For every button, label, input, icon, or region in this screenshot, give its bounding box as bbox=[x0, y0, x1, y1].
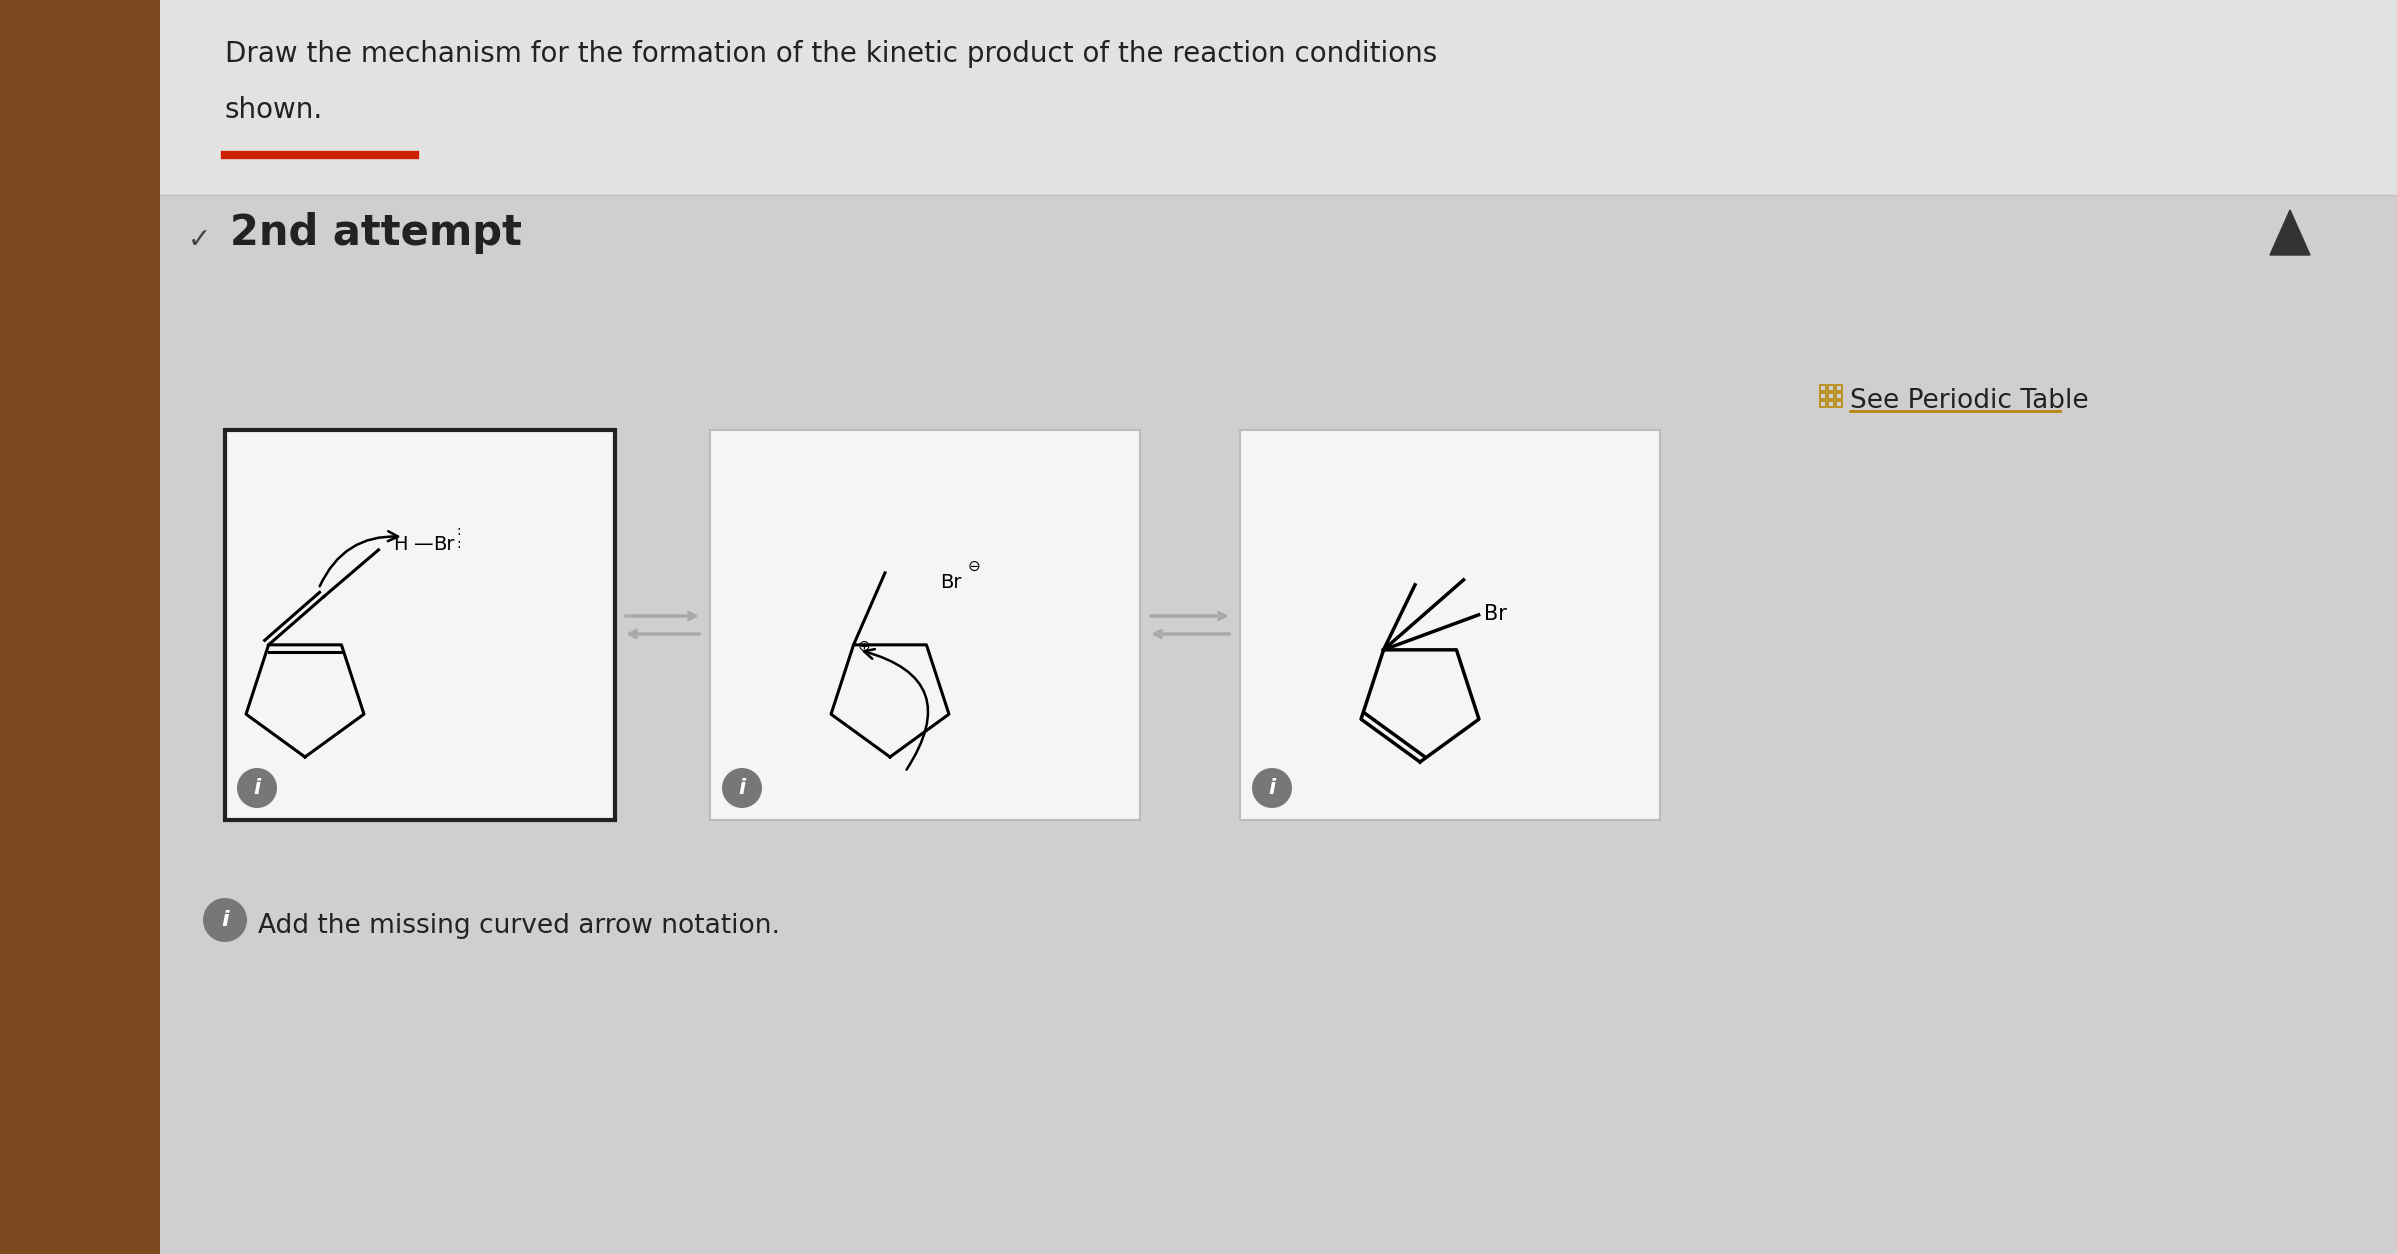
Text: See Periodic Table: See Periodic Table bbox=[1850, 387, 2088, 414]
Text: i: i bbox=[221, 910, 228, 930]
Text: Br: Br bbox=[940, 573, 961, 592]
Text: i: i bbox=[254, 777, 261, 798]
Bar bbox=[1819, 385, 1827, 391]
Bar bbox=[225, 430, 616, 820]
Text: ⊖: ⊖ bbox=[968, 559, 980, 574]
Bar bbox=[1239, 430, 1661, 820]
Text: Draw the mechanism for the formation of the kinetic product of the reaction cond: Draw the mechanism for the formation of … bbox=[225, 40, 1438, 68]
Bar bbox=[1819, 393, 1827, 399]
Text: :: : bbox=[455, 537, 460, 551]
Text: ⊕: ⊕ bbox=[858, 640, 870, 655]
Bar bbox=[1819, 401, 1827, 408]
FancyArrowPatch shape bbox=[863, 650, 928, 770]
Text: 2nd attempt: 2nd attempt bbox=[230, 212, 523, 255]
Bar bbox=[1836, 401, 1841, 408]
Text: Add the missing curved arrow notation.: Add the missing curved arrow notation. bbox=[259, 913, 779, 939]
Circle shape bbox=[204, 898, 247, 942]
Bar bbox=[0, 0, 161, 1254]
Text: i: i bbox=[738, 777, 745, 798]
FancyArrowPatch shape bbox=[319, 532, 398, 587]
Bar bbox=[1836, 393, 1841, 399]
Text: :: : bbox=[455, 524, 460, 538]
Polygon shape bbox=[2270, 209, 2311, 255]
Text: Br: Br bbox=[1484, 604, 1505, 623]
Circle shape bbox=[237, 767, 278, 808]
Text: shown.: shown. bbox=[225, 97, 324, 124]
Bar bbox=[1829, 385, 1834, 391]
Text: Br: Br bbox=[434, 535, 455, 554]
Bar bbox=[161, 0, 2397, 196]
Bar bbox=[1836, 385, 1841, 391]
Text: ✓: ✓ bbox=[187, 226, 211, 255]
Bar bbox=[1829, 401, 1834, 408]
Bar bbox=[710, 430, 1141, 820]
Circle shape bbox=[721, 767, 762, 808]
Text: i: i bbox=[1268, 777, 1275, 798]
Text: H: H bbox=[393, 535, 407, 554]
Text: —: — bbox=[415, 535, 434, 554]
Circle shape bbox=[1251, 767, 1292, 808]
Bar bbox=[1829, 393, 1834, 399]
